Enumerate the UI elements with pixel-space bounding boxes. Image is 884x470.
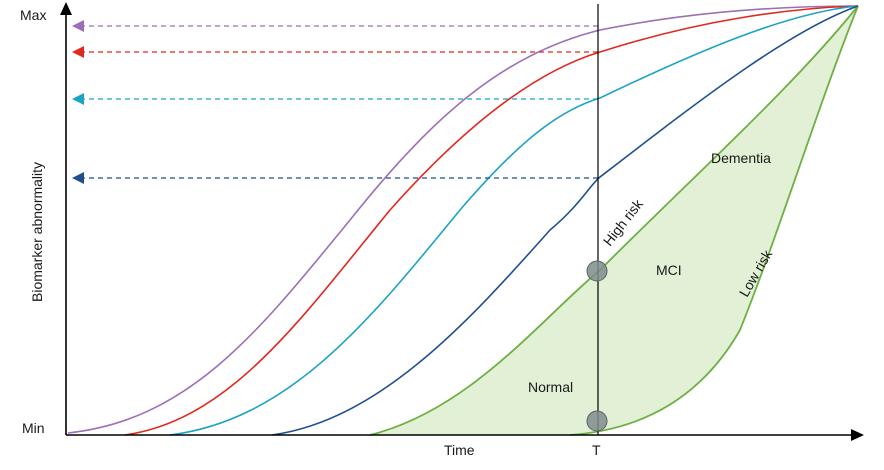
- mci-shaded-region: [370, 6, 858, 435]
- low-risk-marker: [586, 410, 608, 432]
- y-axis-label: Biomarker abnormality: [29, 162, 45, 302]
- navy-curve: [271, 5, 859, 436]
- normal-label: Normal: [528, 379, 573, 395]
- y-min-label: Min: [22, 420, 45, 436]
- dementia-label: Dementia: [711, 150, 771, 166]
- y-axis-arrow-icon: [60, 2, 72, 15]
- navy-arrowhead: [72, 172, 84, 184]
- x-axis-label: Time: [444, 442, 475, 458]
- red-arrowhead: [72, 46, 84, 58]
- low-risk-curve: [569, 5, 859, 436]
- purple-arrowhead: [72, 20, 84, 32]
- y-max-label: Max: [20, 7, 46, 23]
- red-curve: [124, 5, 859, 436]
- purple-curve: [67, 5, 859, 434]
- high-risk-marker: [586, 260, 608, 282]
- cyan-curve: [169, 5, 859, 436]
- x-marker-label: T: [592, 442, 601, 458]
- mci-label: MCI: [656, 262, 682, 278]
- cyan-arrowhead: [72, 93, 84, 105]
- x-axis-arrow-icon: [851, 429, 864, 441]
